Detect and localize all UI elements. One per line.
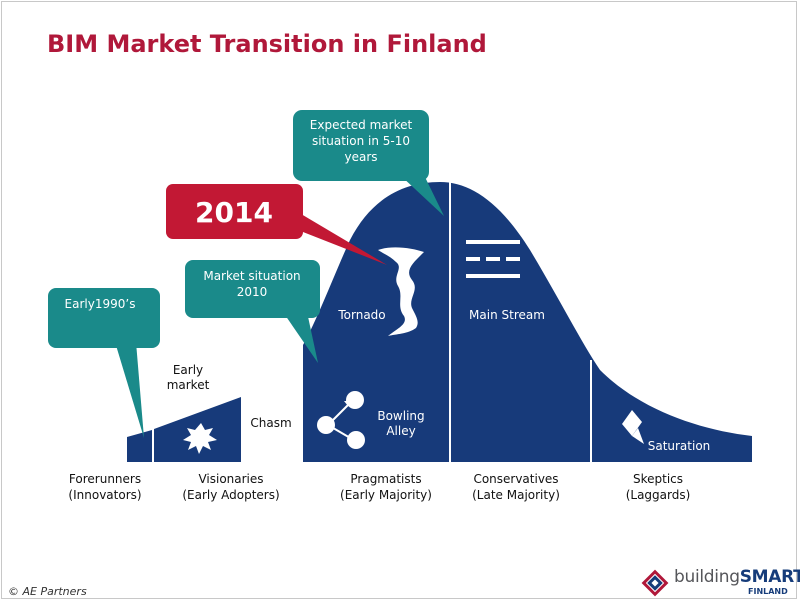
label-early-market-2: market: [167, 378, 210, 392]
callout-2010-line1: Market situation: [203, 269, 300, 283]
callout-early-1990: [48, 288, 160, 438]
segment-early-adopters-2: (Early Adopters): [182, 488, 279, 502]
main-stream-lines-icon: [466, 240, 520, 278]
lightning-tornado-icon: [378, 247, 424, 336]
segment-early-adopters-1: Visionaries: [198, 472, 263, 486]
starburst-icon: [183, 423, 217, 454]
diamond-arrow-icon: [622, 410, 644, 444]
slide-title: BIM Market Transition in Finland: [47, 30, 487, 58]
segment-innovators-1: Forerunners: [69, 472, 141, 486]
innovators-region: [127, 430, 152, 462]
segment-early-majority-2: (Early Majority): [340, 488, 432, 502]
bell-curve-main: [303, 182, 752, 462]
network-nodes-icon: [317, 391, 365, 449]
callout-market-2010: [185, 260, 320, 363]
callout-expected-market: [293, 110, 444, 216]
callout-2010-line2: 2010: [237, 285, 268, 299]
callout-expected-line3: years: [344, 150, 377, 164]
segment-late-majority-1: Conservatives: [473, 472, 558, 486]
label-bowling-1: Bowling: [377, 409, 424, 423]
label-tornado: Tornado: [337, 308, 385, 322]
copyright-note: © AE Partners: [8, 585, 87, 598]
segment-late-majority-2: (Late Majority): [472, 488, 560, 502]
label-early-market-1: Early: [173, 363, 203, 377]
segment-laggards-2: (Laggards): [626, 488, 691, 502]
buildingsmart-logo: buildingSMART FINLAND: [640, 567, 800, 599]
logo-word-smart: SMART: [739, 567, 800, 587]
callout-expected-line1: Expected market: [310, 118, 413, 132]
label-main-stream: Main Stream: [469, 308, 545, 322]
callout-2014-label: 2014: [195, 196, 273, 229]
label-chasm: Chasm: [250, 416, 291, 430]
segment-laggards-1: Skeptics: [633, 472, 683, 486]
buildingsmart-logo-mark: [641, 569, 669, 597]
callout-2014: [166, 184, 387, 265]
logo-subtitle: FINLAND: [748, 587, 788, 596]
label-saturation: Saturation: [648, 439, 711, 453]
segment-early-majority-1: Pragmatists: [350, 472, 421, 486]
callout-expected-line2: situation in 5-10: [312, 134, 410, 148]
logo-word-building: building: [674, 567, 740, 587]
segment-innovators-2: (Innovators): [68, 488, 141, 502]
logo-wordmark: buildingSMART: [674, 567, 800, 587]
label-bowling-2: Alley: [386, 424, 415, 438]
callout-1990-label: Early1990’s: [65, 297, 136, 311]
